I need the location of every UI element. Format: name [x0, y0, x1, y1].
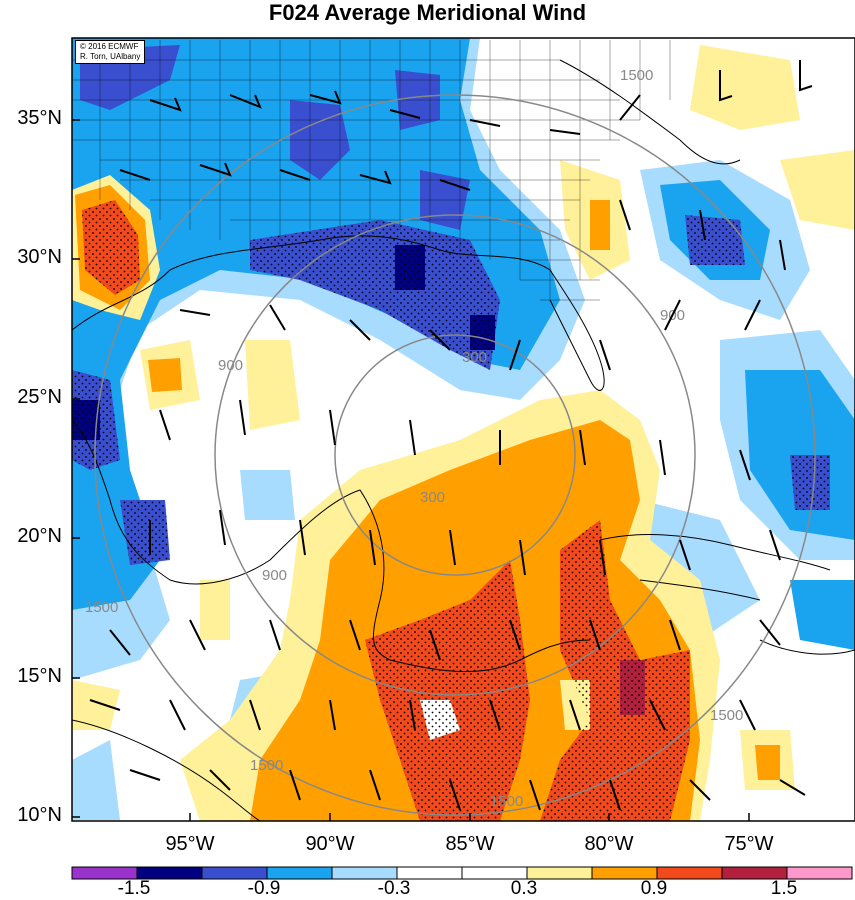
colorbar-label: -0.9	[247, 878, 281, 899]
colorbar	[71, 866, 853, 880]
axis-ticks	[72, 119, 750, 821]
lon-label: 90°W	[305, 833, 355, 855]
colorbar-label: 1.5	[770, 878, 798, 899]
ring-label: 300	[420, 489, 445, 506]
lat-label: 20°N	[17, 525, 62, 547]
colorbar-label: 0.3	[510, 878, 538, 899]
ring-label: 1500	[85, 599, 118, 616]
ring-label: 900	[262, 567, 287, 584]
ring-label: 1500	[250, 757, 283, 774]
map-frame	[71, 37, 855, 822]
ring-label: 300	[462, 349, 487, 366]
lon-label: 80°W	[584, 833, 634, 855]
lon-label: 75°W	[724, 833, 774, 855]
ring-label: 1500	[620, 67, 653, 84]
county-borders	[72, 40, 671, 301]
map-title: F024 Average Meridional Wind	[268, 0, 587, 25]
wind-barbs	[89, 60, 813, 811]
colorbar-label: 0.9	[640, 878, 668, 899]
colorbar-swatch	[786, 866, 853, 880]
map-field: 300 300 900 900 900 1500 1500 1500 1500 …	[72, 38, 855, 821]
credit-line: © 2016 ECMWF	[80, 42, 139, 51]
lat-label: 30°N	[17, 246, 62, 268]
colorbar-label: -1.5	[117, 878, 151, 899]
credit-box: © 2016 ECMWF R. Torn, UAlbany	[75, 40, 146, 64]
lon-label: 95°W	[165, 833, 215, 855]
ring-label: 900	[218, 357, 243, 374]
ring-label: 1500	[710, 707, 743, 724]
colorbar-label: -0.3	[377, 878, 411, 899]
lon-label: 85°W	[445, 833, 495, 855]
range-rings	[94, 94, 816, 816]
coastlines	[72, 59, 855, 821]
credit-line: R. Torn, UAlbany	[80, 52, 141, 61]
lat-label: 35°N	[17, 107, 62, 129]
lat-label: 25°N	[17, 386, 62, 408]
lat-label: 15°N	[17, 665, 62, 687]
ring-label: 1500	[490, 793, 523, 810]
lat-label: 10°N	[17, 804, 62, 826]
